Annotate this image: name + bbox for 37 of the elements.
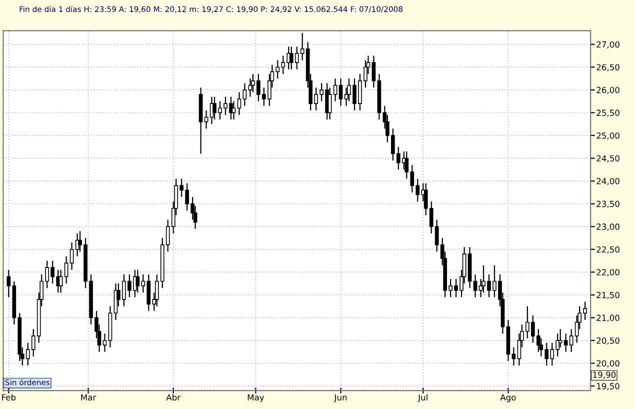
x-tick-label: Mar: [81, 394, 96, 401]
x-tick-label: Feb: [2, 394, 16, 401]
y-tick-label: 24,50: [596, 155, 620, 162]
candlestick: [473, 274, 478, 298]
y-tick-label: 23,00: [596, 224, 620, 231]
candlestick: [338, 78, 343, 106]
candlestick: [64, 256, 68, 284]
candlestick: [512, 346, 516, 366]
candlestick: [333, 78, 338, 102]
y-tick-label: 25,50: [596, 110, 620, 117]
x-tick-label: Abr: [166, 394, 181, 401]
y-tick-label: 20,50: [596, 337, 620, 345]
y-tick-label: 19,50: [597, 383, 620, 390]
x-tick-label: Jul: [418, 394, 428, 402]
y-tick-label: 25,00: [596, 132, 620, 140]
y-tick-label: 22,50: [596, 246, 620, 254]
x-tick-label: Ago: [500, 394, 516, 402]
candlestick: [248, 78, 252, 98]
candlestick: [372, 55, 376, 88]
y-tick-label: 24,00: [596, 178, 620, 186]
candlestick: [242, 82, 247, 106]
y-tick-label: 22,00: [596, 269, 620, 276]
candlestick: [328, 87, 332, 120]
candlestick: [237, 92, 242, 116]
y-tick-label: 26,50: [596, 64, 620, 72]
candlestick: [70, 242, 74, 270]
y-tick-label: 20,00: [596, 360, 620, 368]
y-tick-label: 23,50: [596, 200, 620, 208]
y-tick-label: 27,00: [596, 41, 620, 48]
y-tick-label: 26,00: [596, 86, 620, 94]
y-tick-label: 21,50: [596, 292, 620, 300]
x-tick-label: May: [248, 394, 264, 402]
candlestick: [232, 100, 236, 120]
y-tick-label: 21,00: [596, 314, 620, 322]
candlestick: [102, 333, 107, 352]
text: 19,90: [593, 372, 616, 379]
x-tick-label: Jun: [334, 394, 347, 402]
